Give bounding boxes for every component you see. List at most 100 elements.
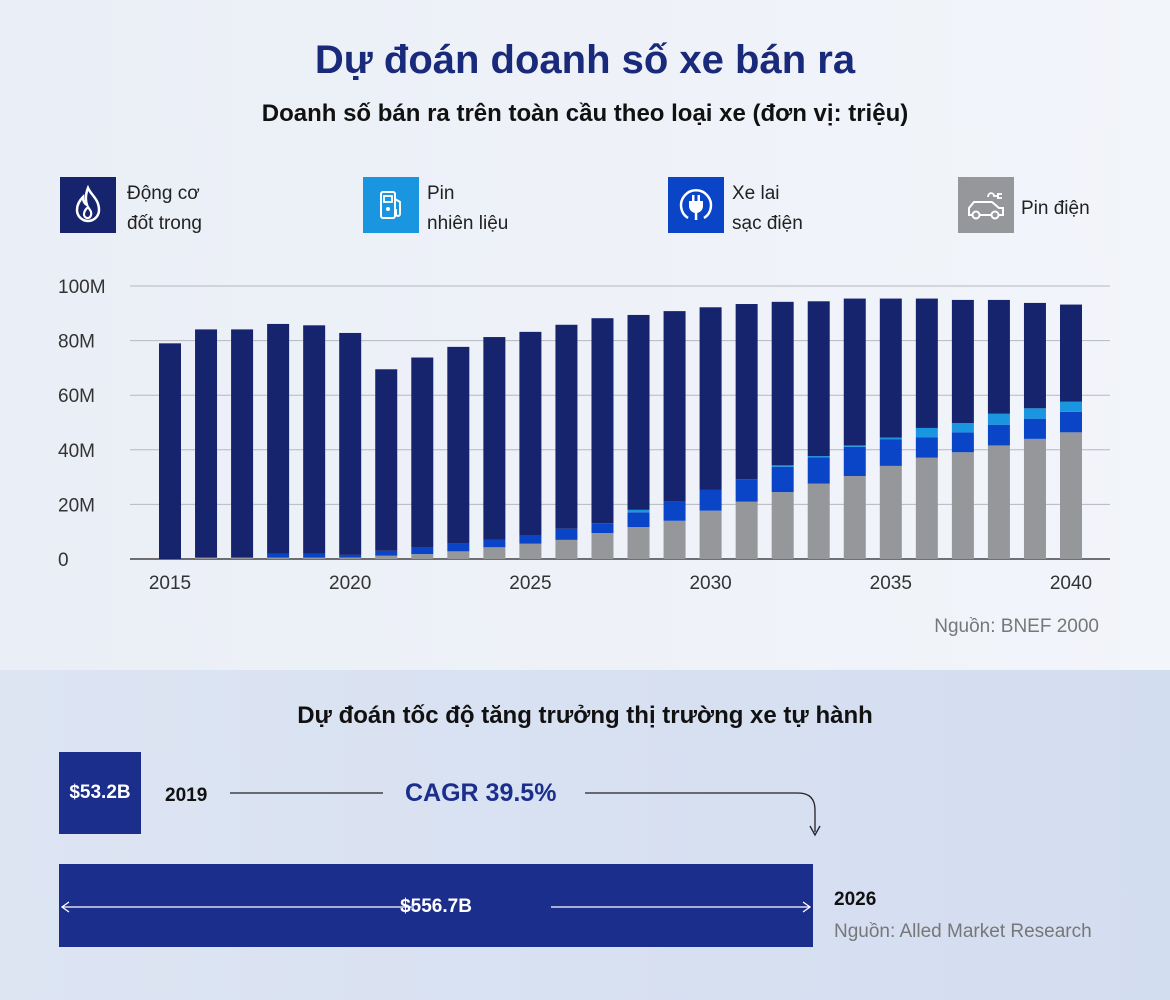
- bar-segment: [447, 551, 470, 559]
- chart-subtitle: Doanh số bán ra trên toàn cầu theo loại …: [261, 100, 909, 127]
- bar-segment: [591, 318, 614, 524]
- bar-segment: [915, 427, 938, 438]
- y-tick-label: 40M: [58, 441, 95, 462]
- bar-segment: [699, 510, 722, 559]
- bar-segment: [411, 546, 434, 555]
- start-year: 2019: [165, 785, 208, 806]
- bar-segment: [519, 543, 542, 559]
- x-tick-label: 2020: [329, 573, 371, 594]
- bar-segment: [1060, 432, 1082, 559]
- bar-segment: [231, 557, 254, 559]
- bar-segment: [411, 357, 434, 547]
- bar-segment: [267, 323, 290, 554]
- start-value: $53.2B: [69, 782, 131, 803]
- bar-segment: [663, 520, 686, 559]
- bar-segment: [627, 512, 650, 528]
- bar-segment: [951, 432, 974, 453]
- fuel-pump-icon: [363, 177, 419, 233]
- bar-segment: [1060, 304, 1082, 402]
- bar-segment: [735, 501, 758, 559]
- end-value: $556.7B: [400, 896, 472, 917]
- bar-segment: [1023, 438, 1046, 559]
- bar-segment: [483, 547, 506, 559]
- bar-segment: [951, 423, 974, 433]
- bar-segment: [771, 466, 794, 493]
- x-tick-label: 2040: [1050, 573, 1092, 594]
- legend-line: Động cơ: [127, 183, 200, 204]
- bar-segment: [807, 483, 830, 559]
- bar-segment: [1060, 401, 1082, 412]
- legend-line: Pin điện: [1021, 198, 1090, 219]
- bar-segment: [879, 439, 902, 466]
- x-tick-label: 2035: [870, 573, 912, 594]
- legend-line: nhiên liệu: [427, 213, 509, 234]
- bar-2026: $556.7B: [59, 864, 813, 947]
- bar-segment: [375, 550, 398, 556]
- bar-segment: [879, 437, 902, 440]
- bar-segment: [627, 314, 650, 510]
- bar-segment: [555, 528, 578, 540]
- bar-segment: [987, 299, 1010, 414]
- legend-line: sạc điện: [732, 213, 803, 234]
- legend-line: Pin: [427, 183, 455, 204]
- stacked-bar-chart: 0 20M 40M 60M 80M 100M 2015 2020 2025 2030 2035 204…: [58, 277, 1110, 594]
- bar-segment: [1023, 408, 1046, 419]
- bar-segment: [807, 301, 830, 457]
- bar-segment: [771, 465, 794, 467]
- bar-segment: [807, 456, 830, 458]
- legend-label-bev: Pin điện: [1021, 194, 1141, 224]
- span-arrow: [60, 901, 812, 913]
- bar-segment: [843, 446, 866, 477]
- bar-segment: [267, 553, 290, 558]
- legend-line: Xe lai: [732, 183, 780, 204]
- bar-segment: [735, 304, 758, 480]
- flame-icon: [60, 177, 116, 233]
- bar-segment: [987, 445, 1010, 559]
- bar-segment: [843, 298, 866, 446]
- bar-segment: [699, 489, 722, 511]
- bar-segment: [555, 539, 578, 559]
- bar-segment: [915, 437, 938, 458]
- bar-segment: [303, 553, 326, 558]
- bar-segment: [915, 298, 938, 428]
- plug-icon: [668, 177, 724, 233]
- bar-2019: $53.2B: [59, 752, 141, 834]
- x-tick-label: 2025: [509, 573, 551, 594]
- bar-segment: [771, 492, 794, 559]
- chart-source: Nguồn: BNEF 2000: [934, 616, 1099, 637]
- bar-segment: [375, 555, 398, 559]
- x-tick-label: 2030: [689, 573, 731, 594]
- bar-segment: [1023, 302, 1046, 409]
- bar-segment: [195, 329, 218, 558]
- legend-label-phev: Xe lai sạc điện: [732, 179, 852, 239]
- bar-segment: [303, 325, 326, 554]
- cagr-label: CAGR 39.5%: [405, 779, 557, 807]
- bar-segment: [951, 452, 974, 559]
- bar-segment: [591, 523, 614, 534]
- y-tick-label: 100M: [58, 277, 106, 298]
- bar-segment: [1060, 411, 1082, 433]
- bar-segment: [303, 557, 326, 559]
- growth-heading: Dự đoán tốc độ tăng trưởng thị trường xe…: [297, 702, 873, 729]
- bar-segment: [627, 527, 650, 559]
- bar-segment: [987, 424, 1010, 446]
- bar-segment: [411, 554, 434, 559]
- growth-source: Nguồn: Alled Market Research: [834, 921, 1092, 942]
- bar-segment: [1023, 418, 1046, 439]
- bar-segment: [591, 533, 614, 559]
- bar-segment: [483, 337, 506, 540]
- bar-segment: [555, 324, 578, 529]
- cagr-arrow: [230, 792, 821, 837]
- y-tick-label: 60M: [58, 386, 95, 407]
- legend-line: đốt trong: [127, 213, 202, 234]
- bar-segment: [339, 332, 362, 555]
- legend-label-ice: Động cơ đốt trong: [127, 179, 247, 239]
- y-tick-label: 80M: [58, 332, 95, 353]
- bar-segment: [735, 479, 758, 502]
- bar-segment: [987, 413, 1010, 425]
- bar-segment: [879, 298, 902, 438]
- bar-segment: [483, 539, 506, 548]
- bar-segment: [843, 476, 866, 559]
- bar-segment: [375, 369, 398, 551]
- bar-segment: [159, 343, 181, 559]
